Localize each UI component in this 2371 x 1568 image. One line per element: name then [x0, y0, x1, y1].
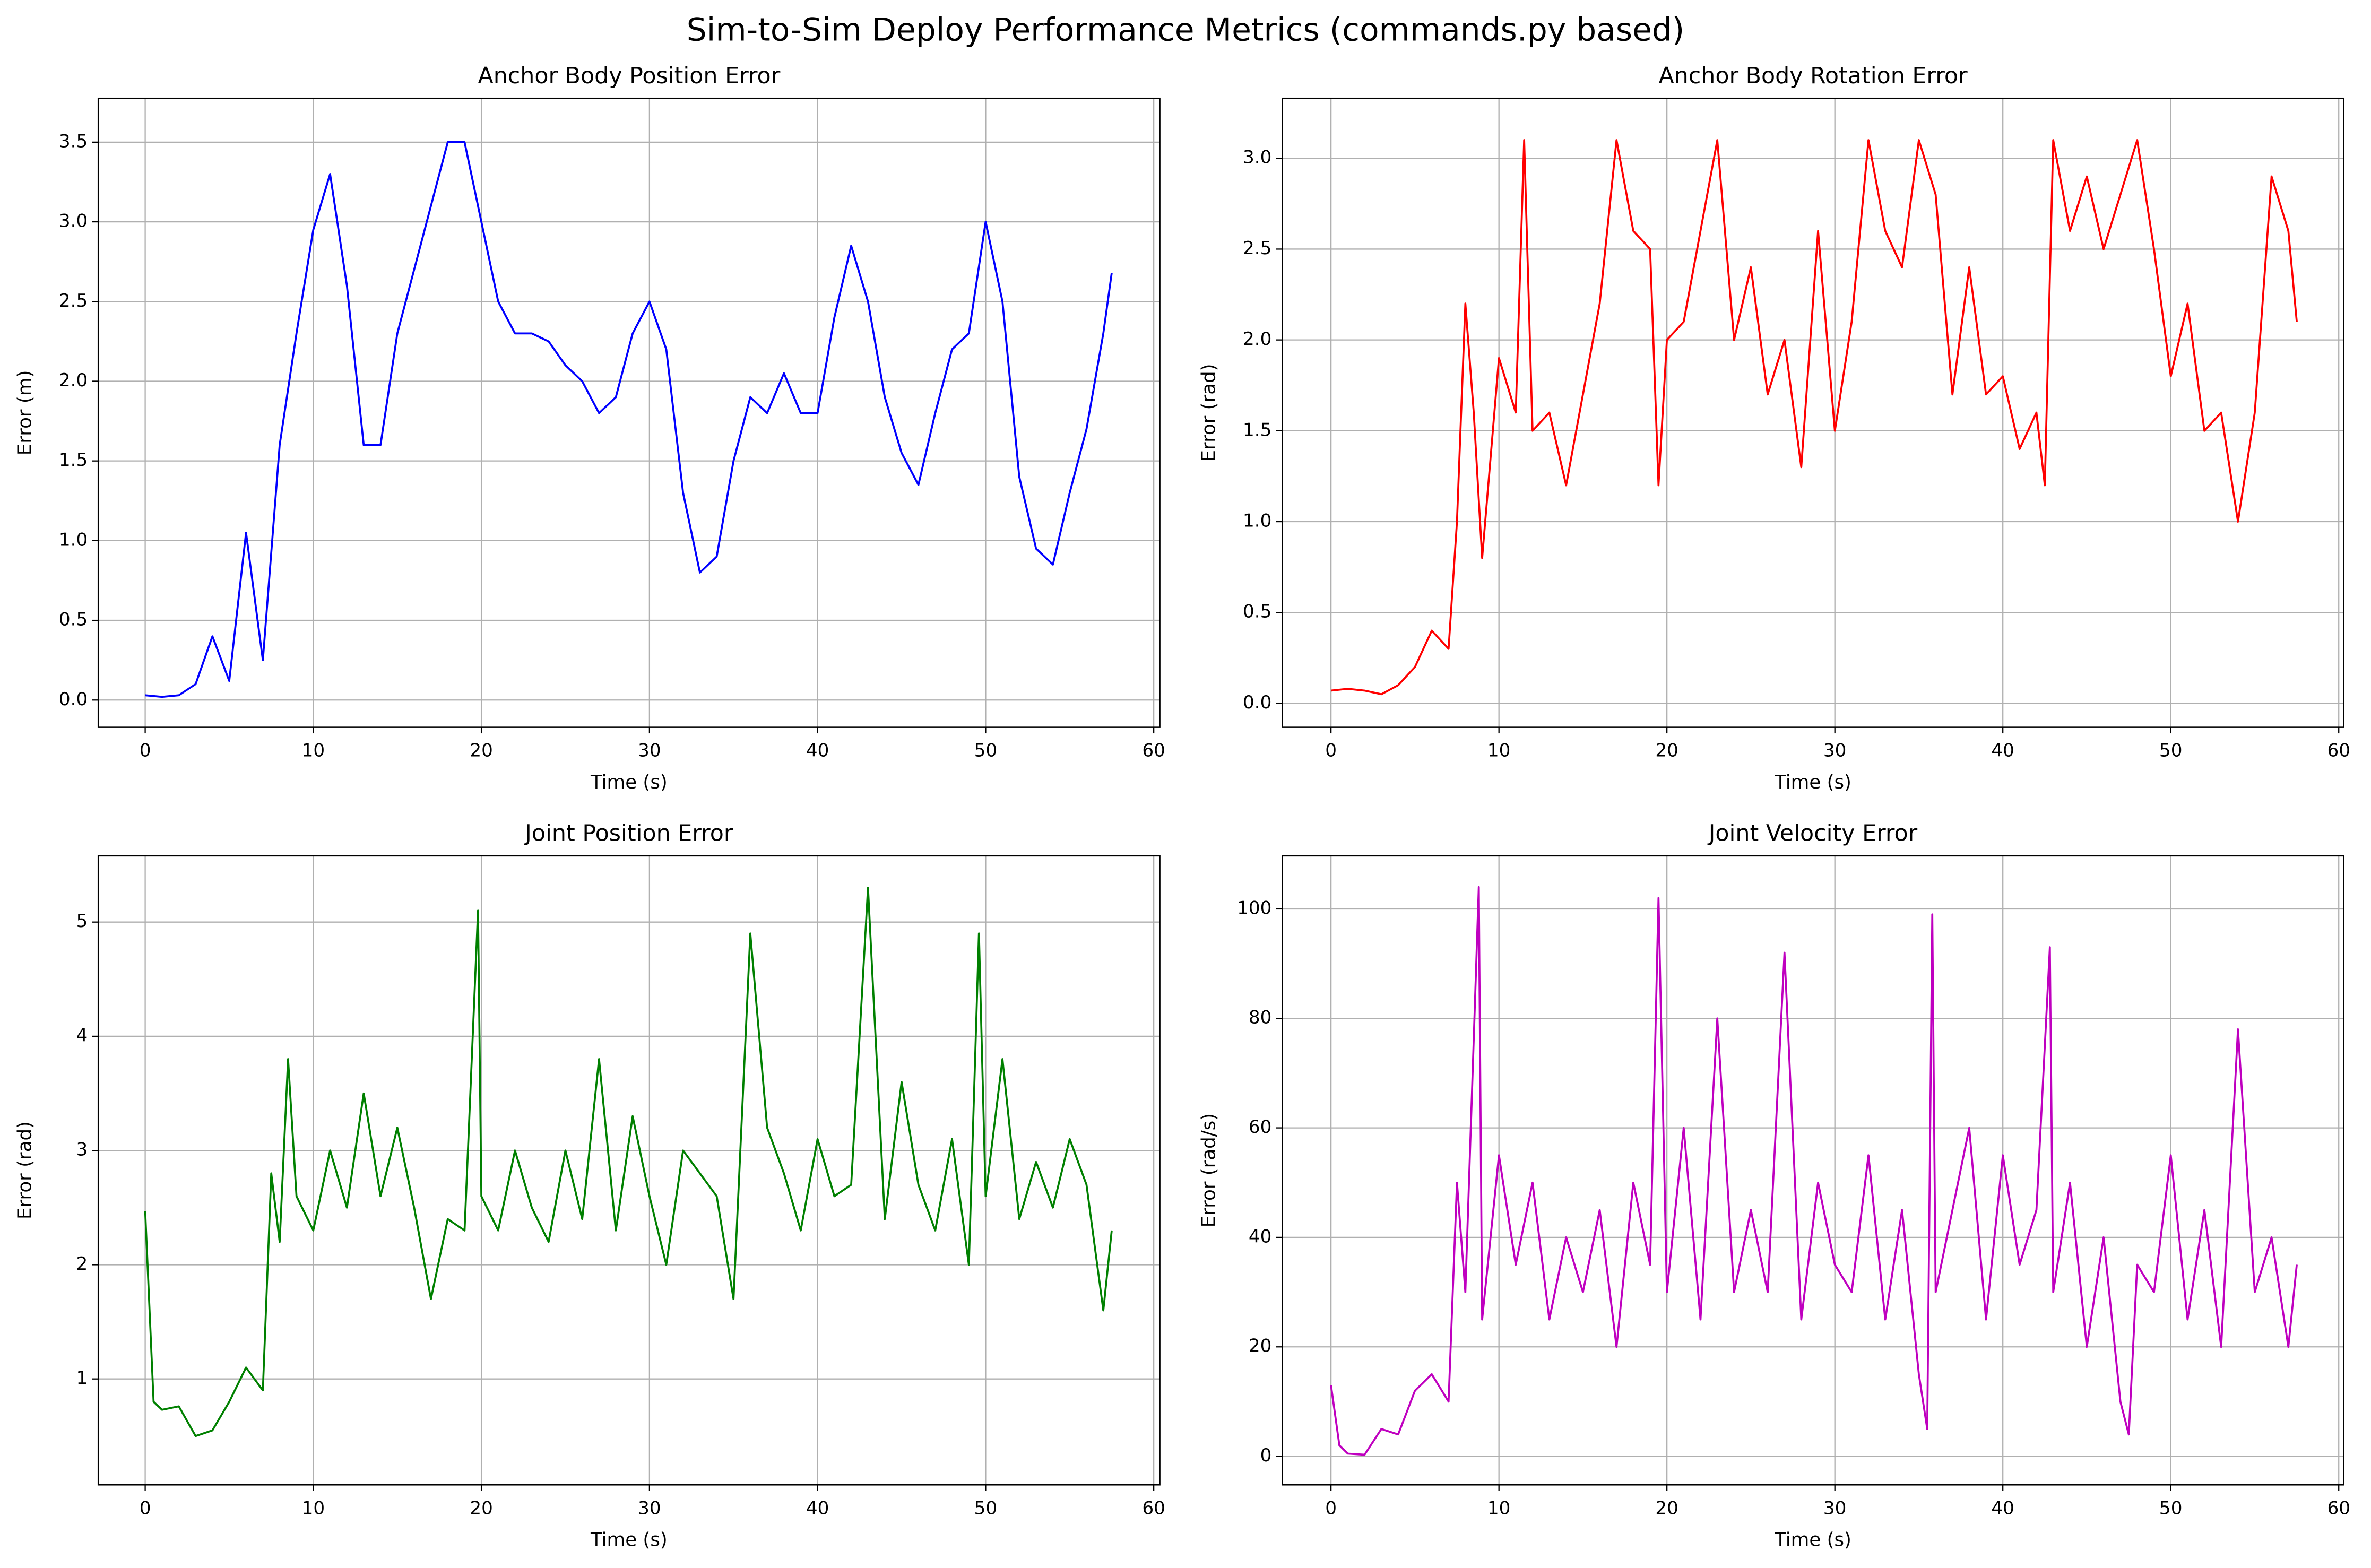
y-axis-label: Error (rad/s) — [1198, 1113, 1220, 1228]
y-tick-label: 2 — [76, 1253, 88, 1275]
y-tick-label: 4 — [76, 1025, 88, 1046]
y-tick-label: 2.0 — [59, 370, 88, 391]
x-tick-label: 30 — [1823, 1497, 1847, 1519]
data-line — [144, 887, 1113, 1437]
plot-area — [144, 887, 1113, 1437]
x-axis-label: Time (s) — [590, 1529, 668, 1551]
x-tick-label: 50 — [974, 740, 998, 761]
y-tick-label: 1.0 — [59, 529, 88, 550]
y-tick-label: 0.5 — [1243, 601, 1271, 622]
y-tick-label: 80 — [1249, 1007, 1272, 1028]
x-tick-label: 40 — [1991, 740, 2014, 761]
plot-area — [1330, 139, 2298, 696]
x-tick-label: 40 — [806, 1497, 829, 1519]
y-tick-label: 20 — [1249, 1336, 1272, 1357]
axes-frame — [1282, 97, 2344, 728]
x-tick-label: 60 — [1142, 1497, 1165, 1519]
y-tick-label: 60 — [1249, 1116, 1272, 1138]
y-tick-label: 0 — [1260, 1445, 1272, 1466]
x-axis-label: Time (s) — [590, 772, 668, 793]
x-tick-label: 40 — [806, 740, 829, 761]
y-axis-label: Error (rad) — [1198, 363, 1220, 462]
y-tick-label: 2.0 — [1243, 328, 1271, 350]
y-tick-label: 3.0 — [1243, 147, 1271, 168]
y-tick-label: 2.5 — [1243, 238, 1271, 259]
y-tick-label: 5 — [76, 911, 88, 932]
x-tick-label: 30 — [638, 740, 661, 761]
y-tick-label: 1.5 — [1243, 419, 1271, 440]
x-tick-label: 20 — [1655, 1497, 1678, 1519]
y-tick-label: 3.0 — [59, 211, 88, 232]
x-tick-label: 0 — [1325, 740, 1337, 761]
x-tick-label: 10 — [302, 740, 325, 761]
data-line — [145, 141, 1113, 698]
x-tick-label: 20 — [470, 1497, 493, 1519]
x-tick-label: 10 — [1487, 1497, 1511, 1519]
x-tick-label: 60 — [2327, 740, 2350, 761]
plot-area — [145, 141, 1113, 698]
y-tick-label: 3 — [76, 1139, 88, 1160]
x-tick-label: 0 — [140, 740, 151, 761]
y-tick-label: 1.0 — [1243, 510, 1271, 532]
chart-title: Joint Velocity Error — [1707, 820, 1918, 846]
x-tick-label: 0 — [1325, 1497, 1337, 1519]
y-tick-label: 40 — [1249, 1226, 1272, 1247]
figure-title: Sim-to-Sim Deploy Performance Metrics (c… — [687, 11, 1684, 48]
x-tick-label: 20 — [470, 740, 493, 761]
y-axis-label: Error (m) — [14, 370, 36, 456]
chart-title: Joint Position Error — [523, 820, 733, 846]
y-tick-label: 2.5 — [59, 290, 88, 311]
x-tick-label: 40 — [1991, 1497, 2014, 1519]
x-tick-label: 30 — [1823, 740, 1847, 761]
y-tick-label: 3.5 — [59, 131, 88, 152]
x-tick-label: 30 — [638, 1497, 661, 1519]
x-tick-label: 50 — [2159, 1497, 2183, 1519]
axes-frame — [97, 855, 1161, 1486]
y-axis-label: Error (rad) — [14, 1121, 36, 1219]
axes-frame — [1282, 855, 2344, 1486]
axes-frame — [97, 97, 1161, 728]
chart-title: Anchor Body Rotation Error — [1658, 63, 1968, 89]
x-axis-label: Time (s) — [1774, 772, 1851, 793]
x-tick-label: 10 — [1487, 740, 1511, 761]
x-tick-label: 50 — [2159, 740, 2183, 761]
data-line — [1330, 886, 2298, 1456]
y-tick-label: 1 — [76, 1367, 88, 1389]
x-tick-label: 10 — [302, 1497, 325, 1519]
x-tick-label: 0 — [140, 1497, 151, 1519]
y-tick-label: 0.5 — [59, 609, 88, 630]
x-tick-label: 60 — [2327, 1497, 2350, 1519]
plot-area — [1330, 886, 2298, 1456]
chart-title: Anchor Body Position Error — [478, 63, 780, 89]
y-tick-label: 1.5 — [59, 449, 88, 471]
x-tick-label: 50 — [974, 1497, 998, 1519]
y-tick-label: 100 — [1237, 897, 1271, 919]
data-line — [1330, 139, 2298, 696]
x-axis-label: Time (s) — [1774, 1529, 1851, 1551]
y-tick-label: 0.0 — [59, 689, 88, 710]
x-tick-label: 20 — [1655, 740, 1678, 761]
x-tick-label: 60 — [1142, 740, 1165, 761]
y-tick-label: 0.0 — [1243, 692, 1271, 713]
